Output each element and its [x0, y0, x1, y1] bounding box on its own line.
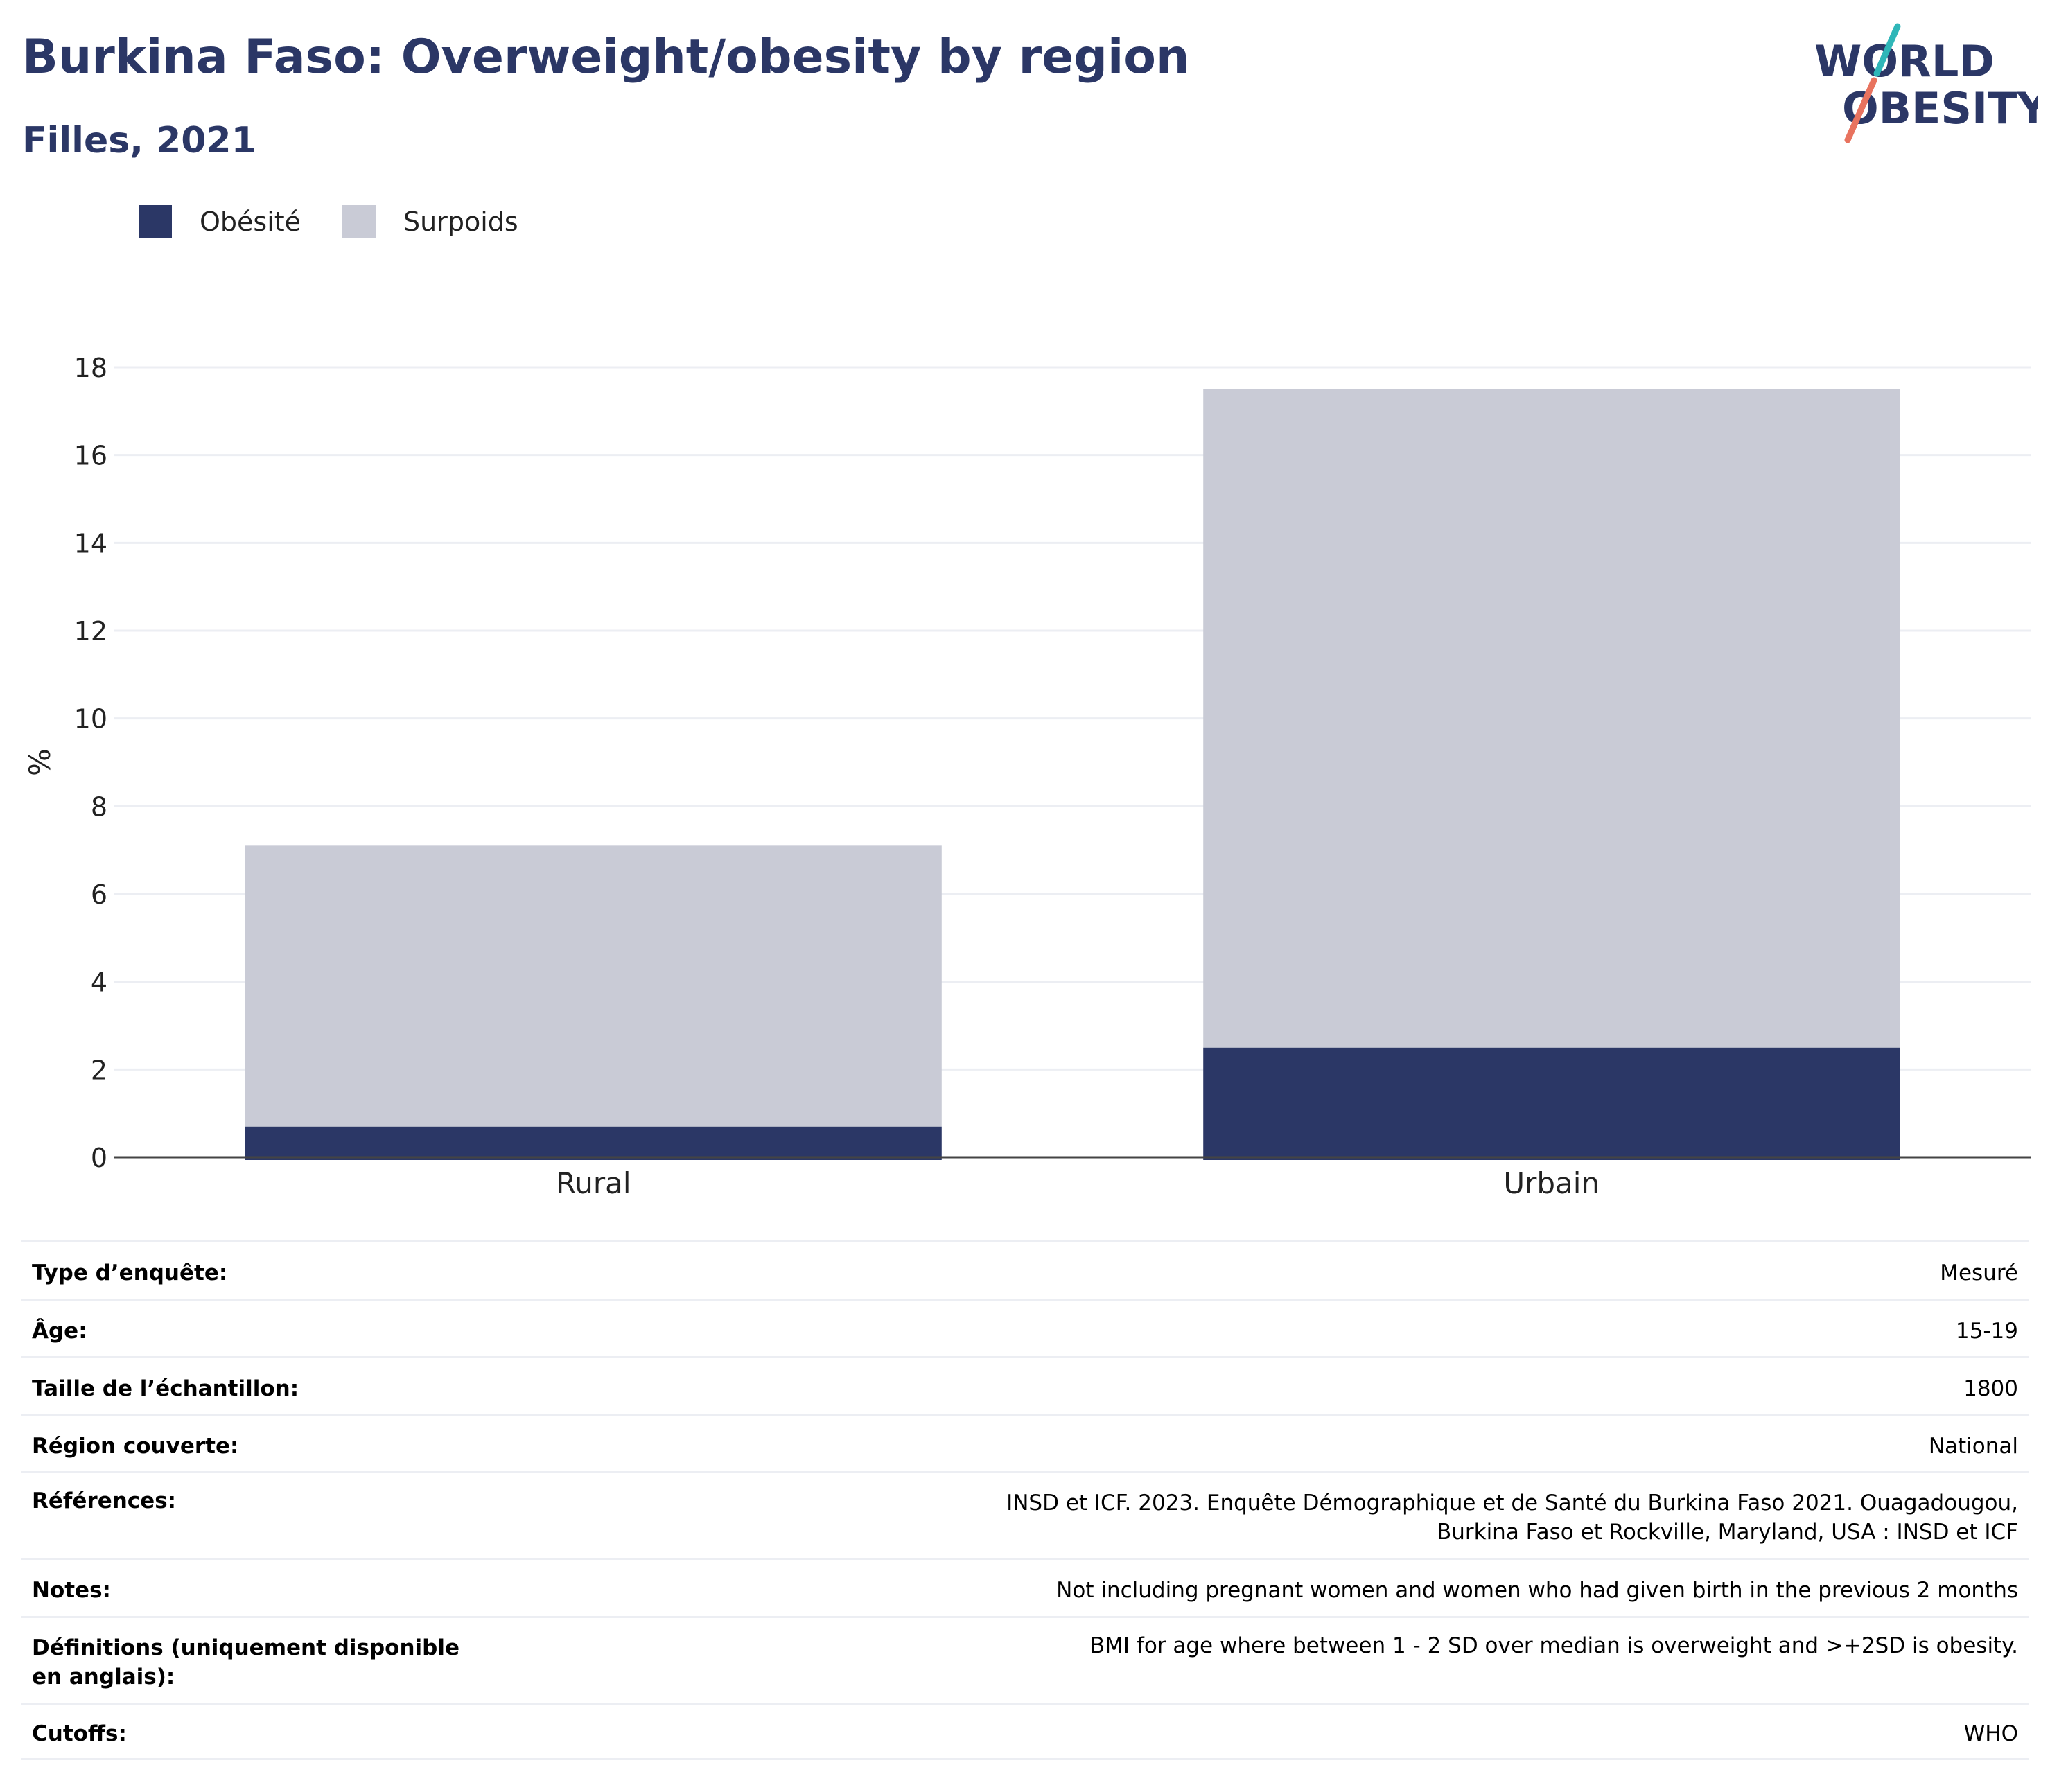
- row-label: Taille de l’échantillon:: [21, 1356, 487, 1415]
- chart-title: Burkina Faso: Overweight/obesity by regi…: [22, 30, 1190, 85]
- row-value: INSD et ICF. 2023. Enquête Démographique…: [487, 1471, 2029, 1559]
- legend-swatch-surpoids: [342, 205, 376, 238]
- bar-rural-obesite: [245, 1126, 942, 1160]
- row-label: Références:: [21, 1471, 487, 1559]
- x-tick-label: Rural: [556, 1166, 631, 1200]
- y-tick-label: 4: [91, 967, 107, 998]
- bar-urbain-surpoids: [1203, 389, 1900, 1048]
- row-value: 1800: [487, 1356, 2029, 1415]
- row-label: Cutoffs:: [21, 1703, 487, 1760]
- legend-label-obesite: Obésité: [200, 207, 301, 237]
- row-value: WHO: [487, 1703, 2029, 1760]
- row-value: 15-19: [487, 1299, 2029, 1358]
- legend-swatch-obesite: [139, 205, 172, 238]
- y-tick-label: 12: [74, 616, 107, 647]
- world-obesity-logo: WORLD OBESITY: [1814, 23, 2038, 143]
- table-row: Type d’enquête: Mesuré: [21, 1240, 2029, 1300]
- row-label: Définitions (uniquement disponible en an…: [21, 1616, 487, 1704]
- chart-legend: Obésité Surpoids: [139, 205, 560, 238]
- bar-chart: 0 2 4 6 8 10 12 14 16 18% Rural Urbain: [23, 353, 2031, 1200]
- legend-item-surpoids[interactable]: Surpoids: [342, 205, 518, 238]
- bar-rural-surpoids: [245, 845, 942, 1127]
- row-label: Type d’enquête:: [21, 1240, 487, 1300]
- y-tick-label: 18: [74, 353, 107, 383]
- row-value: Mesuré: [487, 1240, 2029, 1300]
- legend-label-surpoids: Surpoids: [403, 207, 518, 237]
- survey-details-table: Type d’enquête: Mesuré Âge: 15-19 Taille…: [21, 1240, 2029, 1760]
- table-row: Références: INSD et ICF. 2023. Enquête D…: [21, 1471, 2029, 1559]
- y-tick-label: 6: [91, 879, 107, 910]
- row-label: Région couverte:: [21, 1414, 487, 1473]
- table-row: Définitions (uniquement disponible en an…: [21, 1616, 2029, 1704]
- y-tick-label: 16: [74, 441, 107, 471]
- table-row: Âge: 15-19: [21, 1299, 2029, 1358]
- bar-urbain-obesite: [1203, 1047, 1900, 1160]
- y-tick-label: 0: [91, 1143, 107, 1173]
- row-value: National: [487, 1414, 2029, 1473]
- row-value: Not including pregnant women and women w…: [487, 1558, 2029, 1617]
- table-row: Notes: Not including pregnant women and …: [21, 1558, 2029, 1617]
- logo-text-obesity: OBESITY: [1842, 83, 2038, 134]
- logo-slash-top-icon: [1873, 23, 1901, 77]
- table-row: Région couverte: National: [21, 1414, 2029, 1473]
- legend-item-obesite[interactable]: Obésité: [139, 205, 301, 238]
- logo-slash-bottom-icon: [1844, 77, 1877, 143]
- chart-subtitle: Filles, 2021: [22, 120, 256, 161]
- y-tick-label: 2: [91, 1055, 107, 1085]
- row-label: Notes:: [21, 1558, 487, 1617]
- table-row: Taille de l’échantillon: 1800: [21, 1356, 2029, 1415]
- y-tick-label: 14: [74, 528, 107, 559]
- logo-text-world: WORLD: [1814, 36, 1995, 87]
- table-row: Cutoffs: WHO: [21, 1703, 2029, 1760]
- y-tick-label: 8: [91, 791, 107, 822]
- row-value: BMI for age where between 1 - 2 SD over …: [487, 1616, 2029, 1704]
- y-tick-label: 10: [74, 704, 107, 735]
- y-axis-label: %: [23, 748, 57, 776]
- x-tick-label: Urbain: [1503, 1166, 1600, 1200]
- row-label: Âge:: [21, 1299, 487, 1358]
